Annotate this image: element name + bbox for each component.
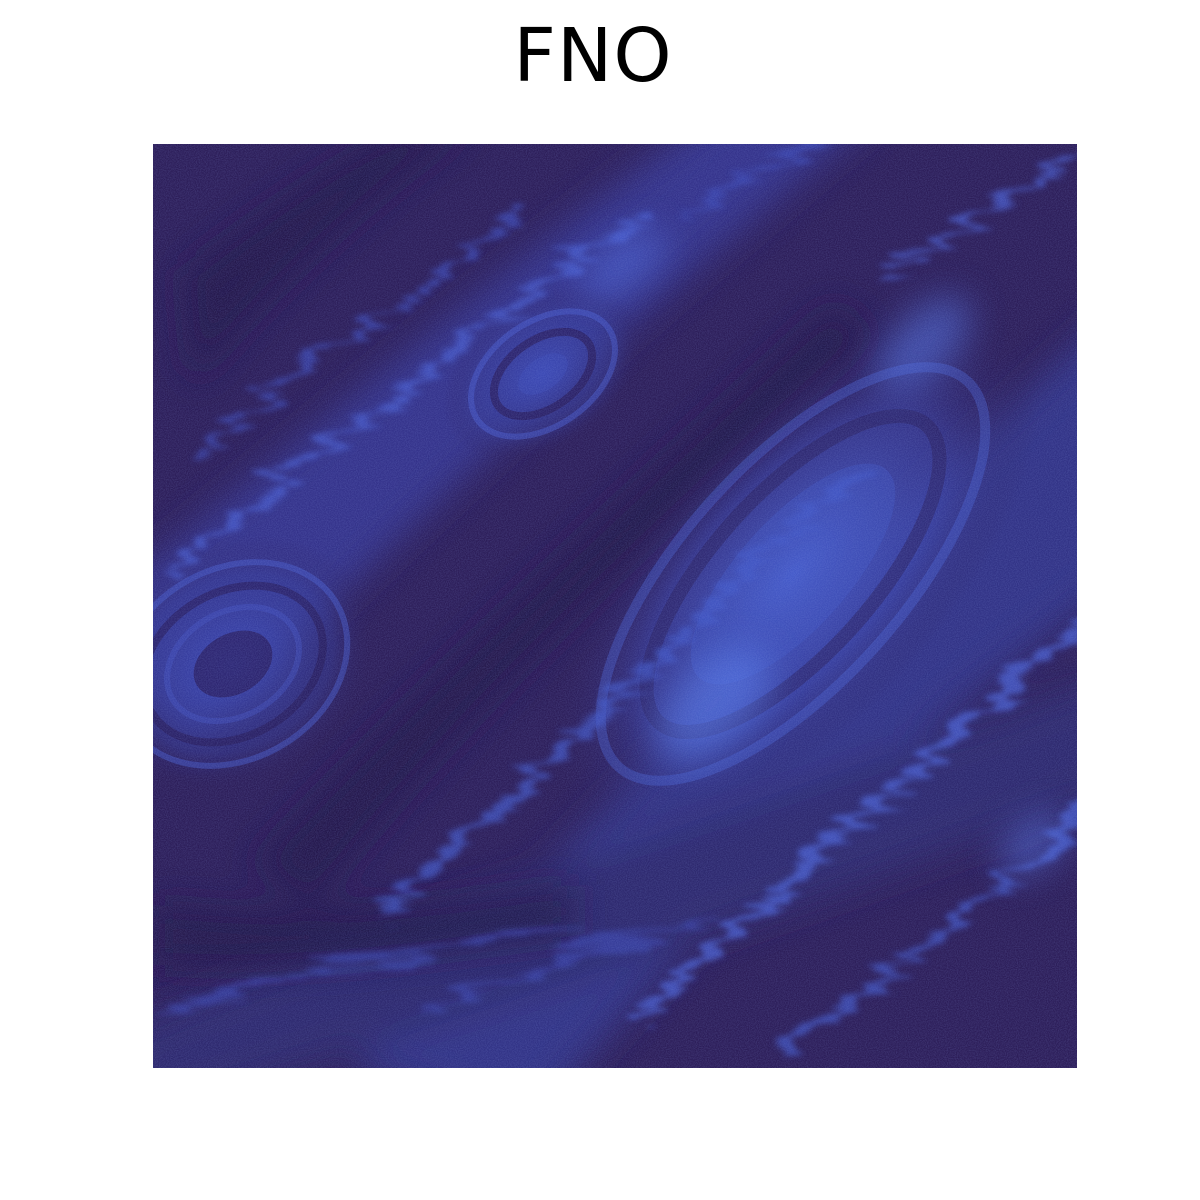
figure-title: FNO bbox=[513, 13, 673, 99]
flow-field-svg bbox=[153, 144, 1077, 1068]
grain-texture bbox=[153, 144, 1077, 1068]
flow-field-image bbox=[153, 144, 1077, 1068]
